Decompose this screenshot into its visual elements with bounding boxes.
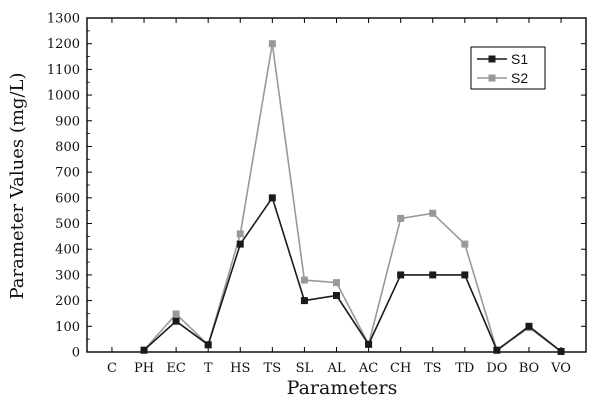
x-axis-title: Parameters [287, 377, 398, 399]
x-tick-label: PH [134, 361, 154, 376]
data-point-s2 [268, 40, 276, 48]
y-tick-label: 1200 [47, 37, 80, 52]
data-point-s2 [333, 279, 340, 287]
y-tick-label: 400 [55, 243, 80, 258]
x-axis: C PH EC T HS TS SL AL AC CH TS TD DO BO VO [107, 18, 571, 376]
legend-marker-s2 [488, 74, 496, 82]
x-tick-label: TS [424, 361, 442, 376]
data-point-s1 [236, 240, 244, 248]
y-tick-label: 500 [55, 217, 80, 232]
data-point-s2 [429, 209, 437, 217]
data-point-s2 [300, 276, 308, 284]
data-point-s2 [397, 214, 405, 222]
legend-box [470, 46, 546, 90]
data-point-s1 [365, 340, 373, 348]
y-tick-label: 200 [55, 294, 80, 309]
data-point-s1 [140, 346, 148, 354]
data-point-s1 [525, 322, 533, 330]
data-point-s1 [461, 271, 469, 279]
y-axis-title: Parameter Values (mg/L) [7, 73, 28, 300]
y-tick-label: 800 [55, 140, 80, 155]
data-point-s2 [236, 230, 244, 238]
data-point-s1 [397, 271, 405, 279]
data-point-s2 [461, 240, 469, 248]
x-tick-label: SL [296, 361, 314, 376]
x-tick-label: VO [550, 361, 571, 376]
legend-marker-s1 [488, 55, 496, 63]
series-line-s2 [143, 43, 562, 353]
y-tick-label: 1100 [47, 63, 80, 78]
y-tick-label: 700 [55, 166, 80, 181]
legend-label-s2: S2 [511, 70, 528, 86]
x-tick-label: AC [358, 361, 378, 376]
y-tick-label: 0 [72, 346, 80, 361]
x-tick-label: C [107, 361, 117, 376]
data-point-s1 [204, 341, 212, 349]
y-tick-label: 300 [55, 268, 80, 283]
data-point-s1 [429, 271, 437, 279]
x-tick-label: T [204, 361, 213, 376]
y-tick-label: 100 [55, 320, 80, 335]
x-tick-label: BO [519, 361, 539, 376]
x-tick-label: HS [230, 361, 250, 376]
data-point-s1 [268, 194, 276, 202]
x-tick-label: EC [166, 361, 185, 376]
x-tick-label: AL [326, 361, 345, 376]
y-tick-label: 1000 [47, 89, 80, 104]
data-point-s1 [333, 291, 340, 299]
y-tick-label: 600 [55, 191, 80, 206]
series-layer [140, 40, 565, 355]
data-point-s1 [493, 346, 501, 354]
y-tick-label: 900 [55, 114, 80, 129]
data-point-s1 [172, 317, 180, 325]
x-tick-label: DO [486, 361, 507, 376]
y-tick-label: 1300 [47, 12, 80, 27]
x-tick-label: CH [390, 361, 411, 376]
y-axis: 0 100 200 300 400 500 600 700 800 900 1000 1100 1200… [47, 12, 586, 361]
legend-label-s1: S1 [511, 51, 528, 67]
data-point-s2 [172, 310, 180, 318]
data-point-s1 [300, 297, 308, 305]
data-point-s1 [557, 347, 565, 355]
x-tick-label: TS [264, 361, 282, 376]
x-tick-label: TD [455, 361, 474, 376]
series-line-s1 [143, 195, 562, 353]
